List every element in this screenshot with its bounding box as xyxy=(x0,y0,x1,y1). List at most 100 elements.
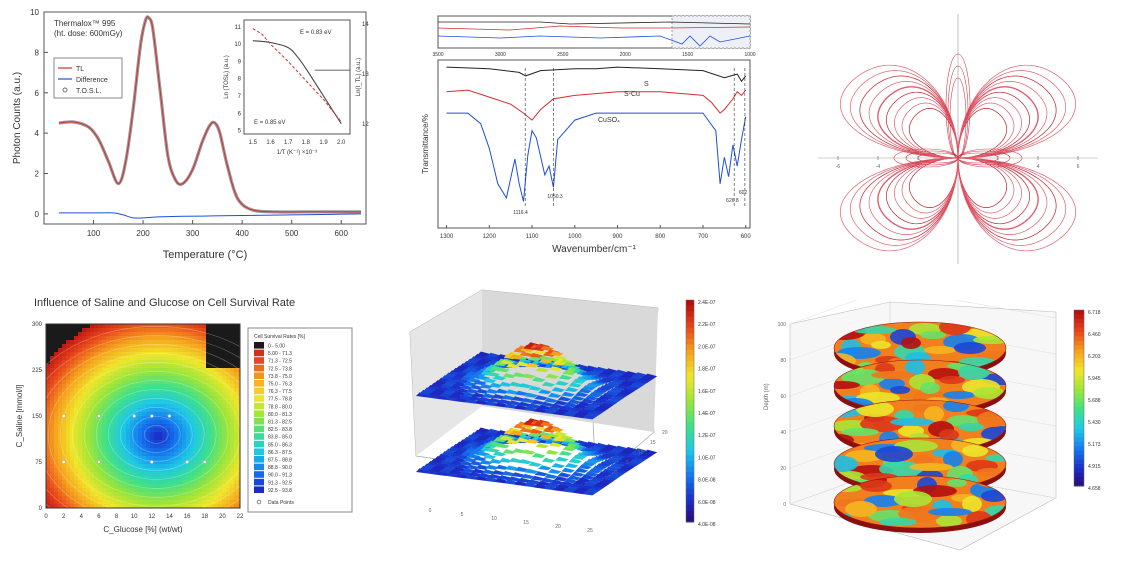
heatmap-cell xyxy=(94,432,99,437)
surface-cell xyxy=(557,472,572,478)
heatmap-cell xyxy=(150,484,155,489)
heatmap-cell xyxy=(66,356,71,361)
heatmap-cell xyxy=(178,380,183,385)
peak-label: 1116.4 xyxy=(513,210,528,216)
heatmap-cell xyxy=(174,332,179,337)
heatmap-cell xyxy=(226,480,231,485)
heatmap-cell xyxy=(218,492,223,497)
heatmap-cell xyxy=(74,496,79,501)
colorbar-cell xyxy=(1074,380,1084,386)
heatmap-cell xyxy=(230,396,235,401)
heatmap-cell xyxy=(146,368,151,373)
heatmap-cell xyxy=(122,468,127,473)
heatmap-cell xyxy=(214,348,219,353)
heatmap-cell xyxy=(214,444,219,449)
heatmap-cell xyxy=(98,424,103,429)
inset-x-label: 1/T (K⁻¹) ×10⁻³ xyxy=(277,150,317,156)
heatmap-cell xyxy=(142,408,147,413)
heatmap-cell xyxy=(138,492,143,497)
x-tick-label: 20 xyxy=(555,524,561,530)
heatmap-cell xyxy=(174,348,179,353)
surface-cell xyxy=(580,484,594,490)
colorbar-tick: 1.4E-07 xyxy=(698,411,716,417)
series-label: S xyxy=(644,81,649,88)
heatmap-cell xyxy=(50,404,55,409)
heatmap-cell xyxy=(74,340,79,345)
heatmap-cell xyxy=(86,440,91,445)
heatmap-cell xyxy=(166,388,171,393)
heatmap-cell xyxy=(54,396,59,401)
colorbar-cell xyxy=(686,433,694,440)
surface-cell xyxy=(561,391,575,397)
heatmap-cell xyxy=(86,428,91,433)
heatmap-cell xyxy=(126,440,131,445)
heatmap-cell xyxy=(230,332,235,337)
surface-cell xyxy=(554,476,568,482)
heatmap-cell xyxy=(182,480,187,485)
heatmap-cell xyxy=(226,336,231,341)
heatmap-cell xyxy=(50,464,55,469)
heatmap-cell xyxy=(186,332,191,337)
surface-cell xyxy=(549,442,563,448)
heatmap-cell xyxy=(230,500,235,505)
heatmap-cell xyxy=(74,332,79,337)
heatmap-cell xyxy=(54,416,59,421)
heatmap-cell xyxy=(74,344,79,349)
heatmap-cell xyxy=(134,356,139,361)
heatmap-cell xyxy=(94,364,99,369)
heatmap-cell xyxy=(210,336,215,341)
heatmap-cell xyxy=(202,384,207,389)
y-tick-label: 8 xyxy=(35,48,40,57)
surface-cell xyxy=(549,366,563,372)
heatmap-cell xyxy=(98,376,103,381)
heatmap-cell xyxy=(122,352,127,357)
heatmap-cell xyxy=(218,488,223,493)
heatmap-cell xyxy=(50,424,55,429)
x-tick-label: 20 xyxy=(219,514,226,520)
heatmap-cell xyxy=(110,396,115,401)
legend-swatch xyxy=(254,402,264,410)
heatmap-cell xyxy=(122,460,127,465)
heatmap-cell xyxy=(138,436,143,441)
tl-curve-panel: 100 200 300 400 500 600 0 2 4 6 8 10 Temperature (°C… xyxy=(8,6,380,274)
heatmap-cell xyxy=(162,384,167,389)
heatmap-cell xyxy=(194,476,199,481)
heatmap-cell xyxy=(190,452,195,457)
heatmap-cell xyxy=(102,420,107,425)
surface-cell xyxy=(542,351,557,357)
heatmap-cell xyxy=(178,332,183,337)
heatmap-cell xyxy=(190,348,195,353)
heatmap-cell xyxy=(86,400,91,405)
heatmap-cell xyxy=(218,504,223,508)
legend-swatch xyxy=(254,342,264,349)
heatmap-cell xyxy=(94,496,99,501)
heatmap-cell xyxy=(66,332,71,337)
heatmap-cell xyxy=(122,388,127,393)
heatmap-cell xyxy=(158,392,163,397)
heatmap-cell xyxy=(218,356,223,361)
heatmap-cell xyxy=(234,416,239,421)
heatmap-cell xyxy=(94,380,99,385)
y-axis-label: C_Saline [mmol/l] xyxy=(15,385,24,448)
heatmap-cell xyxy=(78,468,83,473)
surface-cell xyxy=(452,390,466,396)
heatmap-cell xyxy=(138,476,143,481)
heatmap-cell xyxy=(70,504,75,508)
heatmap-cell xyxy=(110,428,115,433)
heatmap-cell xyxy=(166,476,171,481)
heatmap-cell xyxy=(198,360,203,365)
heatmap-cell xyxy=(126,448,131,453)
heatmap-cell xyxy=(186,352,191,357)
heatmap-cell xyxy=(78,504,83,508)
heatmap-cell xyxy=(142,496,147,501)
heatmap-cell xyxy=(202,444,207,449)
heatmap-cell xyxy=(206,404,211,409)
heatmap-cell xyxy=(162,400,167,405)
heatmap-cell xyxy=(186,380,191,385)
heatmap-cell xyxy=(150,500,155,505)
heatmap-cell xyxy=(58,412,63,417)
heatmap-cell xyxy=(54,476,59,481)
heatmap-cell xyxy=(154,472,159,477)
heatmap-cell xyxy=(214,360,219,365)
